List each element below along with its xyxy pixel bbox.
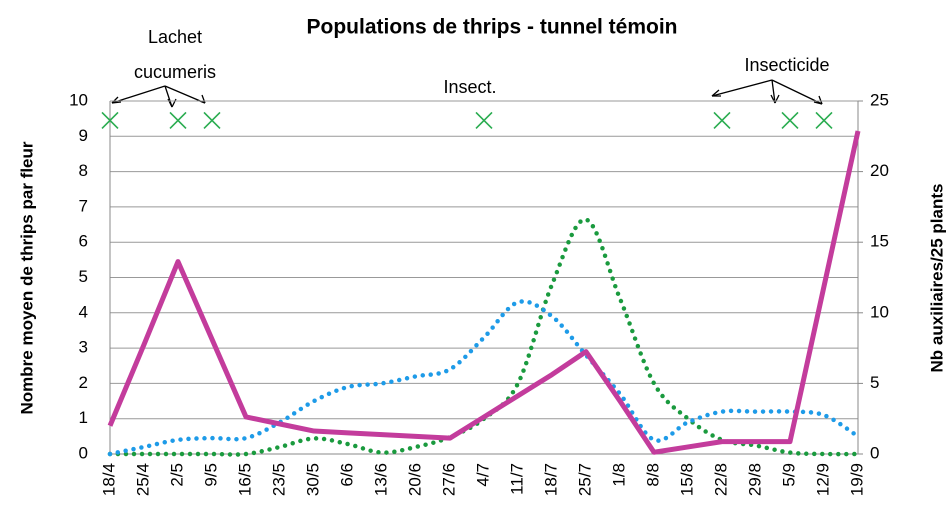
marker [169, 111, 187, 129]
annotation: Insecticide [744, 55, 830, 75]
marker [815, 111, 833, 129]
y2-tick-label: 5 [870, 373, 879, 392]
x-tick-label: 22/8 [711, 463, 730, 496]
chart-title: Populations de thrips - tunnel témoin [307, 16, 678, 39]
x-tick-label: 4/7 [473, 463, 492, 487]
x-tick-label: 15/8 [677, 463, 696, 496]
y-tick-label: 4 [79, 302, 88, 321]
arrow [711, 79, 823, 105]
x-tick-label: 1/8 [609, 463, 628, 487]
y2-tick-label: 15 [870, 232, 889, 251]
x-tick-label: 5/9 [779, 463, 798, 487]
x-tick-label: 2/5 [167, 463, 186, 487]
x-tick-label: 13/6 [371, 463, 390, 496]
x-tick-label: 30/5 [303, 463, 322, 496]
x-tick-label: 12/9 [813, 463, 832, 496]
x-tick-label: 6/6 [337, 463, 356, 487]
marker [781, 111, 799, 129]
x-tick-label: 23/5 [269, 463, 288, 496]
x-tick-label: 16/5 [235, 463, 254, 496]
x-tick-label: 18/7 [541, 463, 560, 496]
marker [203, 111, 221, 129]
arrowhead [111, 94, 206, 108]
y2-tick-label: 25 [870, 90, 889, 109]
arrows [111, 79, 823, 108]
arrowhead [711, 89, 823, 105]
y-tick-label: 5 [79, 267, 88, 286]
y-tick-label: 7 [79, 196, 88, 215]
y-tick-label: 2 [79, 373, 88, 392]
annotation: Insect. [443, 77, 497, 97]
x-tick-label: 29/8 [745, 463, 764, 496]
marker [101, 111, 119, 129]
series-line [107, 299, 861, 457]
y2-tick-label: 10 [870, 302, 889, 321]
y2-tick-label: 20 [870, 161, 889, 180]
y-tick-label: 0 [79, 443, 88, 462]
x-tick-label: 27/6 [439, 463, 458, 496]
x-tick-label: 9/5 [201, 463, 220, 487]
x-tick-label: 8/8 [643, 463, 662, 487]
x-tick-label: 25/4 [133, 463, 152, 496]
y-tick-label: 8 [79, 161, 88, 180]
x-tick-label: 20/6 [405, 463, 424, 496]
y-tick-label: 6 [79, 232, 88, 251]
annotation: Lachet cucumeris [133, 27, 217, 82]
marker [713, 111, 731, 129]
x-tick-label: 25/7 [575, 463, 594, 496]
y2-axis-label: Nb auxiliaires/25 plants [927, 184, 946, 373]
x-tick-label: 19/9 [847, 463, 866, 496]
series-line [107, 130, 861, 455]
x-tick-label: 11/7 [507, 463, 526, 495]
y-tick-label: 3 [79, 338, 88, 357]
marker [475, 111, 493, 129]
y-tick-label: 9 [79, 126, 88, 145]
y-tick-label: 1 [79, 408, 88, 427]
x-tick-label: 18/4 [99, 463, 118, 496]
y-tick-label: 10 [69, 90, 88, 109]
y-axis-label: Nombre moyen de thrips par fleur [17, 141, 36, 414]
y2-tick-label: 0 [870, 443, 879, 462]
